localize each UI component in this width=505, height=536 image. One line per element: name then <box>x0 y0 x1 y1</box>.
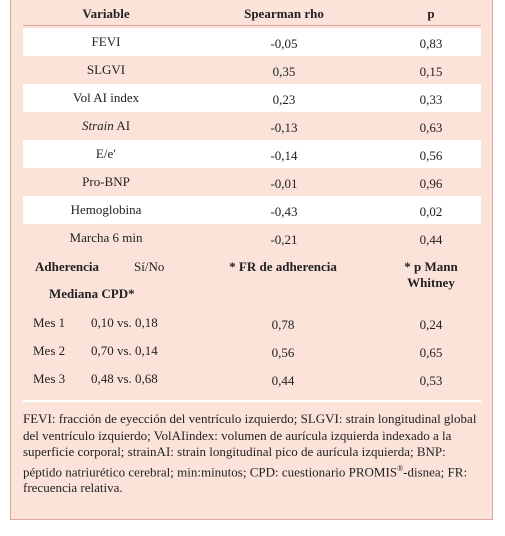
fr-cell: 0,44 <box>271 373 295 388</box>
rho-cell: -0,43 <box>270 204 298 219</box>
p-cell: 0,24 <box>419 317 443 332</box>
rho-cell: 0,35 <box>272 64 296 79</box>
table-box: Variable Spearman rho p FEVI -0,05 0,83 SLG… <box>10 0 493 520</box>
variable-text: SLGVI <box>86 62 126 77</box>
table-row: FEVI -0,05 0,83 <box>23 28 481 56</box>
p-cell: 0,15 <box>419 64 443 79</box>
footnote-sup: ® <box>397 463 404 473</box>
rho-cell: -0,13 <box>270 120 298 135</box>
table-row: Vol AI index 0,23 0,33 <box>23 84 481 112</box>
variable-text: Vol AI index <box>72 90 140 105</box>
variable-text: Marcha 6 min <box>69 230 143 245</box>
p-cell: 0,63 <box>419 120 443 135</box>
rho-cell: -0,14 <box>270 148 298 163</box>
footnote-text: -disnea; FR: frecuencia relativa. <box>23 463 468 496</box>
median-cell: 0,48 vs. 0,68 <box>91 371 158 386</box>
table-row: E/e′ -0,14 0,56 <box>23 140 481 168</box>
rho-cell: -0,21 <box>270 232 298 247</box>
p-cell: 0,83 <box>419 36 443 51</box>
variable-cell: SLGVI <box>87 62 125 78</box>
header-cell: p <box>427 6 435 21</box>
p-cell: 0,65 <box>419 345 443 360</box>
variable-text: FEVI <box>91 34 121 49</box>
variable-cell: E/e′ <box>96 146 116 162</box>
table-row: Marcha 6 min -0,21 0,44 <box>23 224 481 252</box>
fr-header: * FR de adherencia <box>229 259 337 274</box>
variable-cell: Pro-BNP <box>82 174 130 190</box>
table-row: Strain AI -0,13 0,63 <box>23 112 481 140</box>
month-cell: Mes 2 <box>33 343 66 358</box>
variable-cell: FEVI <box>92 34 121 50</box>
p-cell: 0,44 <box>419 232 443 247</box>
variable-cell: Strain AI <box>82 118 130 134</box>
variable-cell: Marcha 6 min <box>70 230 143 246</box>
p-cell: 0,53 <box>419 373 443 388</box>
variable-cell: Vol AI index <box>73 90 139 106</box>
p-header: * p Mann Whitney <box>404 259 458 290</box>
month-cell: Mes 1 <box>33 315 66 330</box>
footnote-text: FEVI: fracción de eyección del ventrícul… <box>23 411 477 479</box>
table-row: SLGVI 0,35 0,15 <box>23 56 481 84</box>
p-cell: 0,02 <box>419 204 443 219</box>
adherence-sub: Sí/No <box>134 259 165 274</box>
adherence-label: Adherencia <box>35 259 100 274</box>
month-cell: Mes 3 <box>33 371 66 386</box>
table-row: Hemoglobina -0,43 0,02 <box>23 196 481 224</box>
rule <box>23 25 481 26</box>
fr-cell: 0,56 <box>271 345 295 360</box>
p-cell: 0,33 <box>419 92 443 107</box>
median-cell: 0,70 vs. 0,14 <box>91 343 158 358</box>
header-cell: Spearman rho <box>244 6 324 21</box>
table-row: Pro-BNP -0,01 0,96 <box>23 168 481 196</box>
median-cell: 0,10 vs. 0,18 <box>91 315 158 330</box>
variable-text: E/e′ <box>95 146 117 161</box>
variable-cell: Hemoglobina <box>71 202 142 218</box>
rho-cell: 0,23 <box>272 92 296 107</box>
median-header: Mediana CPD* <box>49 286 135 301</box>
rho-cell: -0,05 <box>270 36 298 51</box>
p-cell: 0,96 <box>419 176 443 191</box>
rho-cell: -0,01 <box>270 176 298 191</box>
variable-italic: Strain <box>81 118 114 133</box>
variable-text: Pro-BNP <box>82 174 130 189</box>
fr-cell: 0,78 <box>271 317 295 332</box>
header-cell: Variable <box>82 6 130 21</box>
footnote: FEVI: fracción de eyección del ventrícul… <box>23 411 481 497</box>
variable-text: AI <box>116 118 131 133</box>
p-cell: 0,56 <box>419 148 443 163</box>
variable-text: Hemoglobina <box>70 202 142 217</box>
rule <box>23 400 481 402</box>
